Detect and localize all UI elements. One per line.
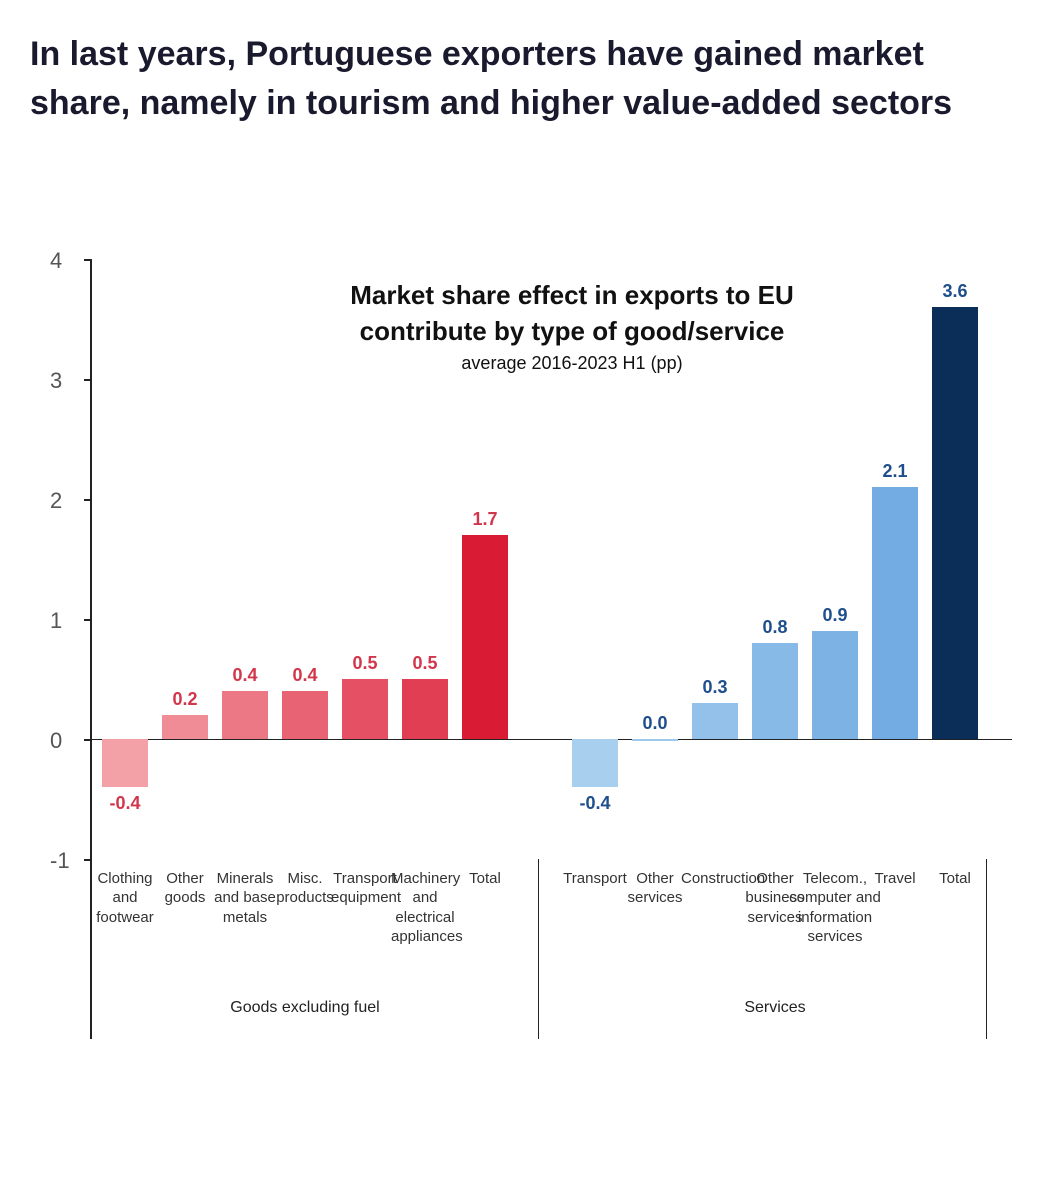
y-tick-label: 4	[50, 248, 62, 274]
bar-value-label: 0.5	[342, 653, 388, 674]
y-tick-label: 2	[50, 488, 62, 514]
zero-axis	[92, 739, 1012, 740]
bar-value-label: 1.7	[462, 509, 508, 530]
group-separator	[538, 859, 539, 1039]
bar-value-label: -0.4	[102, 793, 148, 814]
bar-value-label: 0.5	[402, 653, 448, 674]
bar-value-label: 0.2	[162, 689, 208, 710]
chart-title-line2: contribute by type of good/service	[322, 313, 822, 349]
bar	[102, 739, 148, 787]
category-label: Transport	[561, 869, 629, 889]
bar	[872, 487, 918, 739]
category-label: Construction	[681, 869, 749, 889]
bar	[812, 631, 858, 739]
category-label: Other services	[621, 869, 689, 908]
bar	[282, 691, 328, 739]
category-label: Misc. products	[271, 869, 339, 908]
y-tick-mark	[84, 619, 92, 621]
bar	[342, 679, 388, 739]
bar-value-label: 0.0	[632, 713, 678, 734]
category-label: Travel	[861, 869, 929, 889]
group-label: Goods excluding fuel	[102, 999, 508, 1017]
chart-container: Market share effect in exports to EU con…	[30, 259, 1022, 1079]
bar-value-label: 0.3	[692, 677, 738, 698]
y-tick-label: 3	[50, 368, 62, 394]
bar	[162, 715, 208, 739]
group-label: Services	[572, 999, 978, 1017]
y-tick-mark	[84, 379, 92, 381]
bar-value-label: 0.9	[812, 605, 858, 626]
axis-end-tick	[986, 859, 987, 1039]
y-tick-label: 0	[50, 728, 62, 754]
y-tick-mark	[84, 739, 92, 741]
bar	[692, 703, 738, 739]
bar	[222, 691, 268, 739]
y-tick-mark	[84, 259, 92, 261]
y-tick-label: -1	[50, 848, 70, 874]
bar-value-label: 0.4	[222, 665, 268, 686]
bar-value-label: 0.4	[282, 665, 328, 686]
bar-value-label: 0.8	[752, 617, 798, 638]
chart-title-block: Market share effect in exports to EU con…	[322, 277, 822, 375]
bar	[632, 739, 678, 741]
category-label: Machinery and electrical appliances	[391, 869, 459, 947]
category-label: Total	[451, 869, 519, 889]
category-label: Other goods	[151, 869, 219, 908]
bar-value-label: 3.6	[932, 281, 978, 302]
bar	[462, 535, 508, 739]
y-tick-label: 1	[50, 608, 62, 634]
category-label: Clothing and footwear	[91, 869, 159, 928]
bar	[572, 739, 618, 787]
bar	[402, 679, 448, 739]
chart-title-line1: Market share effect in exports to EU	[322, 277, 822, 313]
category-label: Total	[921, 869, 989, 889]
bar	[752, 643, 798, 739]
y-tick-mark	[84, 499, 92, 501]
y-axis-extension	[90, 859, 92, 1039]
category-label: Transport equipment	[331, 869, 399, 908]
bar	[932, 307, 978, 739]
bar-value-label: -0.4	[572, 793, 618, 814]
bar-value-label: 2.1	[872, 461, 918, 482]
page-heading: In last years, Portuguese exporters have…	[30, 30, 1022, 129]
chart-subtitle: average 2016-2023 H1 (pp)	[322, 353, 822, 374]
category-label: Minerals and base metals	[211, 869, 279, 928]
chart-plot-area: Market share effect in exports to EU con…	[90, 259, 1012, 859]
